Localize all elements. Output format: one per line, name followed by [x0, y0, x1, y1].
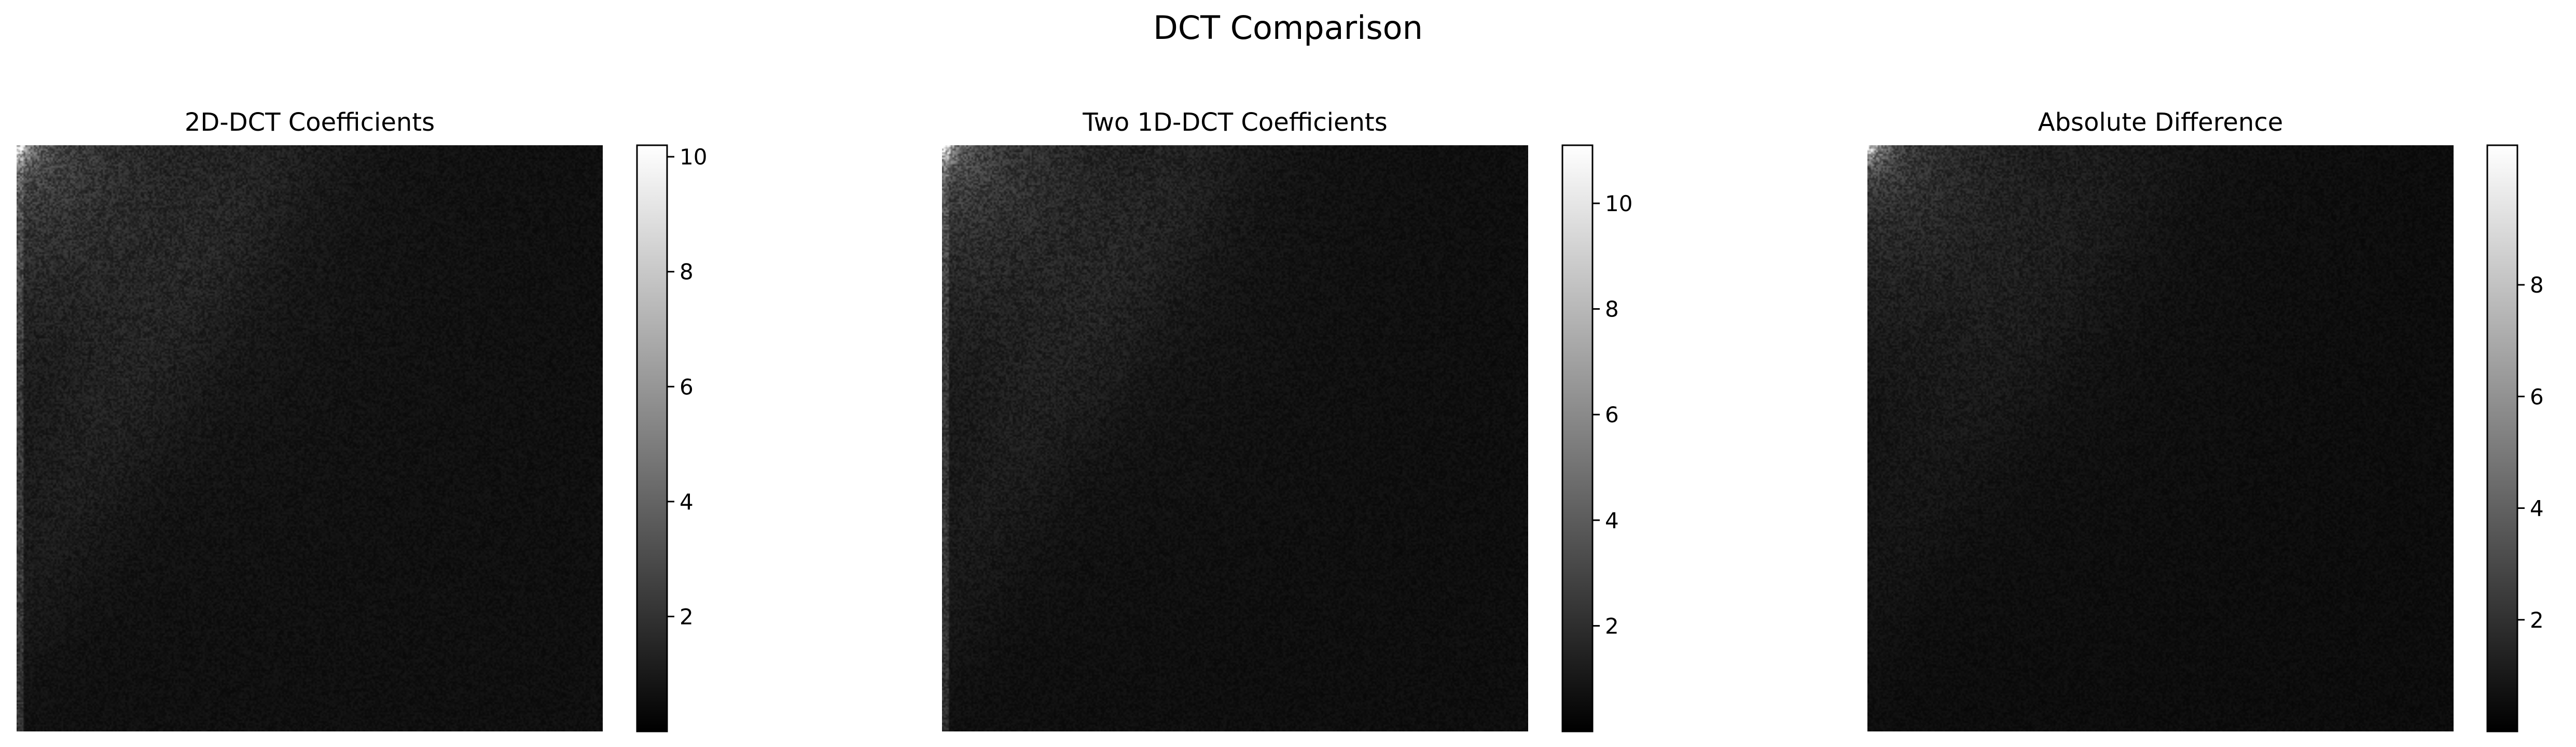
colorbar-tick-label: 8 — [1605, 297, 1619, 322]
heatmap-panel: 2D-DCT Coefficients 2 4 6 8 10 — [17, 108, 707, 732]
heatmap-canvas — [942, 145, 1528, 731]
heatmap-image — [1867, 145, 2454, 731]
colorbar-tick-label: 10 — [1605, 191, 1632, 216]
colorbar-tick-label: 6 — [1605, 402, 1619, 427]
colorbar-tick-label: 8 — [680, 259, 694, 285]
colorbar-tick-label: 4 — [2530, 496, 2544, 521]
heatmap-canvas — [17, 145, 603, 731]
colorbar-gradient — [636, 144, 668, 732]
colorbar-tick-label: 2 — [2530, 607, 2544, 633]
figure-title: DCT Comparison — [1153, 9, 1423, 47]
colorbar-tick-label: 4 — [680, 489, 694, 515]
panel-title: 2D-DCT Coefficients — [185, 108, 435, 137]
colorbar: 2 4 6 8 — [2486, 144, 2544, 732]
heatmap-image — [942, 145, 1528, 731]
heatmap-canvas — [1867, 145, 2454, 731]
colorbar-tick-label: 8 — [2530, 272, 2544, 298]
colorbar-tick-label: 10 — [680, 144, 707, 170]
colorbar: 2 4 6 8 10 — [636, 144, 707, 732]
colorbar-gradient — [2486, 144, 2518, 732]
colorbar: 2 4 6 8 10 — [1561, 144, 1632, 732]
colorbar-gradient — [1561, 144, 1594, 732]
heatmap-panel: Two 1D-DCT Coefficients 2 4 6 8 10 — [942, 108, 1632, 732]
heatmap-panel: Absolute Difference 2 4 6 8 — [1867, 108, 2544, 732]
colorbar-tick-label: 6 — [680, 374, 694, 399]
colorbar-tick-label: 4 — [1605, 508, 1619, 533]
heatmap-image — [17, 145, 603, 731]
colorbar-tick-label: 6 — [2530, 384, 2544, 409]
colorbar-tick-label: 2 — [680, 604, 694, 629]
colorbar-tick-label: 2 — [1605, 613, 1619, 639]
panel-title: Two 1D-DCT Coefficients — [1082, 108, 1387, 137]
panel-title: Absolute Difference — [2038, 108, 2283, 137]
